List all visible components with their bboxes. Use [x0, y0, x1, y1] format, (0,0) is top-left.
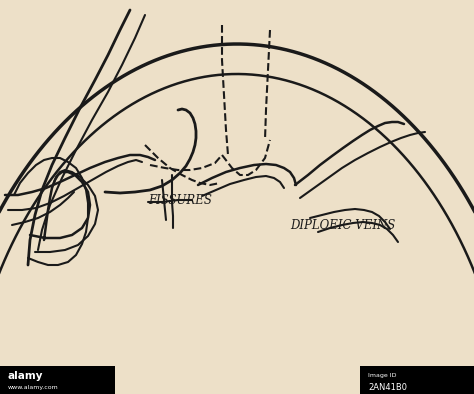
- Bar: [360, 366, 474, 394]
- Text: alamy: alamy: [8, 371, 44, 381]
- Bar: [0, 366, 115, 394]
- Text: FISSURES: FISSURES: [148, 193, 212, 206]
- Text: www.alamy.com: www.alamy.com: [8, 385, 59, 390]
- Text: Image ID: Image ID: [368, 374, 396, 379]
- Text: DIPLOEIC VEINS: DIPLOEIC VEINS: [290, 219, 395, 232]
- Text: 2AN41B0: 2AN41B0: [368, 383, 407, 392]
